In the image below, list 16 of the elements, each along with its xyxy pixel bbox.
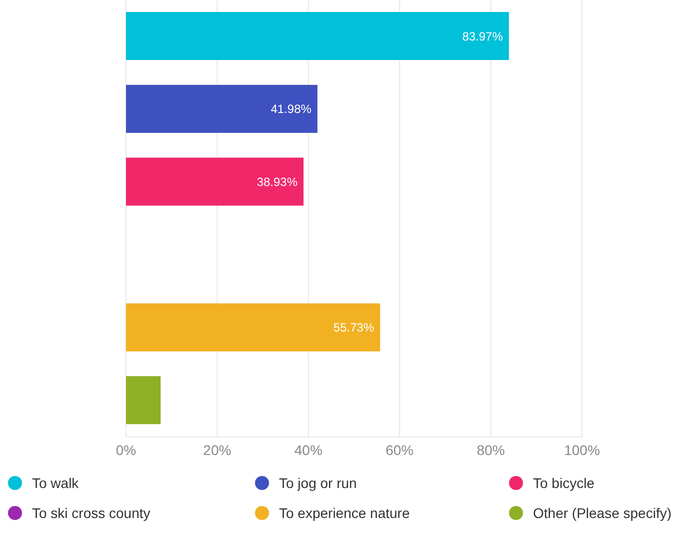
legend-label: Other (Please specify) bbox=[533, 505, 672, 521]
legend-label: To jog or run bbox=[279, 475, 357, 491]
data-label: 41.98% bbox=[270, 102, 312, 116]
x-tick-label: 60% bbox=[386, 442, 414, 458]
x-tick-label: 100% bbox=[564, 442, 600, 458]
x-tick-label: 80% bbox=[476, 442, 505, 458]
x-tick-label: 0% bbox=[116, 442, 136, 458]
x-tick-label: 20% bbox=[203, 442, 232, 458]
data-label: 83.97% bbox=[462, 29, 504, 44]
data-label: 55.73% bbox=[333, 320, 374, 335]
legend-label: To walk bbox=[32, 475, 79, 491]
legend-label: To ski cross county bbox=[32, 505, 150, 521]
data-label: 38.93% bbox=[256, 174, 298, 189]
legend-label: To experience nature bbox=[279, 505, 410, 521]
legend-label: To bicycle bbox=[533, 475, 594, 491]
x-tick-label: 40% bbox=[294, 442, 322, 458]
